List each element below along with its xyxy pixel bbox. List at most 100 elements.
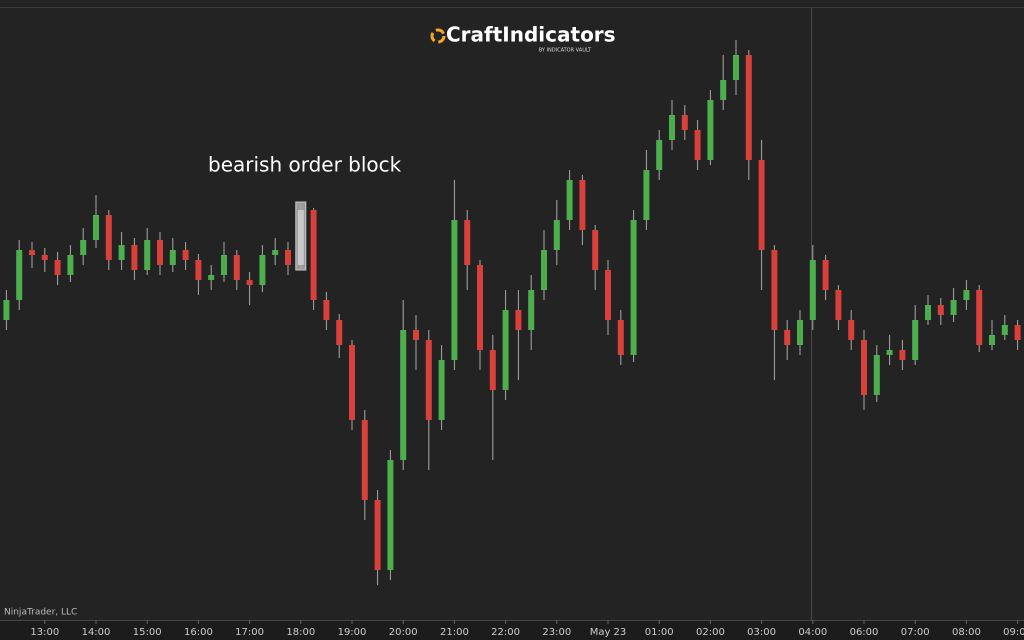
candle-body bbox=[835, 290, 842, 320]
candle-body bbox=[221, 255, 227, 275]
candle-body bbox=[656, 140, 663, 170]
logo-icon bbox=[430, 28, 446, 44]
candle-body bbox=[784, 330, 791, 345]
x-tick-label: 23:00 bbox=[542, 627, 571, 638]
x-tick-label: 18:00 bbox=[286, 627, 315, 638]
candle-body bbox=[374, 500, 381, 570]
candle-body bbox=[617, 320, 624, 355]
candle-body bbox=[182, 250, 189, 260]
x-tick-label: 19:00 bbox=[338, 627, 367, 638]
candle-body bbox=[848, 320, 855, 340]
x-tick-label: 15:00 bbox=[133, 627, 162, 638]
logo: CraftIndicators BY INDICATOR VAULT bbox=[430, 23, 616, 54]
candle-body bbox=[259, 255, 266, 285]
candle-body bbox=[438, 360, 445, 420]
annotation: bearish order block bbox=[208, 153, 402, 177]
x-tick-label: 06:00 bbox=[850, 627, 879, 638]
candle-body bbox=[349, 345, 355, 420]
candle-body bbox=[67, 255, 74, 275]
candle-body bbox=[592, 230, 599, 270]
candle-body bbox=[451, 220, 458, 360]
candle-body bbox=[1001, 325, 1008, 335]
candle-body bbox=[925, 305, 931, 320]
candle-body bbox=[912, 320, 919, 360]
candle-body bbox=[886, 350, 893, 355]
watermark: NinjaTrader, LLC bbox=[4, 608, 77, 618]
x-tick-label: 09:00 bbox=[1003, 627, 1024, 638]
candle-body bbox=[285, 250, 291, 265]
candle-body bbox=[669, 115, 675, 140]
x-tick-label: 07:00 bbox=[901, 627, 930, 638]
candle-body bbox=[771, 250, 778, 330]
candle-body bbox=[822, 260, 829, 290]
candle-body bbox=[400, 330, 407, 460]
candle-body bbox=[118, 245, 125, 260]
candle-body bbox=[272, 250, 279, 255]
candle-body bbox=[93, 215, 99, 240]
x-tick-label: 08:00 bbox=[952, 627, 981, 638]
x-tick-label: 16:00 bbox=[184, 627, 213, 638]
candle-body bbox=[131, 245, 138, 270]
candle-body bbox=[1014, 325, 1021, 340]
candle-body bbox=[169, 250, 176, 265]
x-tick-label: 13:00 bbox=[30, 627, 59, 638]
candle-body bbox=[16, 250, 23, 300]
candle-body bbox=[797, 320, 803, 345]
candle-body bbox=[707, 100, 714, 160]
candle-body bbox=[464, 220, 471, 265]
candle-body bbox=[643, 170, 650, 220]
candle-body bbox=[873, 355, 880, 395]
candle-body bbox=[809, 260, 816, 320]
candle-body bbox=[208, 275, 215, 280]
candle-body bbox=[233, 255, 240, 280]
candle-body bbox=[310, 210, 317, 300]
candle-body bbox=[694, 130, 701, 160]
candle-body bbox=[477, 265, 483, 350]
x-tick-label: 22:00 bbox=[491, 627, 520, 638]
candle-body bbox=[515, 310, 522, 330]
candle-body bbox=[387, 460, 394, 570]
x-tick-label: 20:00 bbox=[389, 627, 418, 638]
candle-body bbox=[566, 180, 573, 220]
candle-body bbox=[989, 335, 995, 345]
candle-body bbox=[528, 290, 535, 330]
candle-body bbox=[681, 115, 688, 130]
candle-body bbox=[733, 55, 739, 80]
candle-body bbox=[963, 290, 970, 300]
candle-body bbox=[105, 215, 112, 260]
logo-tagline: BY INDICATOR VAULT bbox=[539, 48, 592, 54]
candle-body bbox=[553, 220, 560, 250]
candle-body bbox=[541, 250, 547, 290]
candle-body bbox=[297, 210, 304, 265]
x-tick-label: 21:00 bbox=[440, 627, 469, 638]
x-tick-label: 01:00 bbox=[645, 627, 674, 638]
candle-body bbox=[745, 55, 752, 160]
candle-body bbox=[899, 350, 906, 360]
candle-body bbox=[976, 290, 983, 345]
candle-body bbox=[323, 300, 330, 320]
x-tick-label: 03:00 bbox=[747, 627, 776, 638]
candle-body bbox=[157, 240, 163, 265]
x-tick-label: 17:00 bbox=[235, 627, 264, 638]
candle-body bbox=[413, 330, 419, 340]
candle-body bbox=[950, 300, 957, 315]
candle-body bbox=[29, 250, 35, 255]
candle-body bbox=[630, 220, 637, 355]
candle-body bbox=[246, 280, 253, 285]
candle-body bbox=[41, 255, 48, 260]
x-tick-label: 02:00 bbox=[696, 627, 725, 638]
candle-body bbox=[861, 340, 867, 395]
candle-body bbox=[425, 340, 432, 420]
candle-body bbox=[720, 80, 727, 100]
time-axis bbox=[0, 620, 1024, 640]
candle-body bbox=[3, 300, 10, 320]
candle-body bbox=[758, 160, 765, 250]
candle-body bbox=[502, 310, 509, 390]
candle-body bbox=[54, 260, 61, 275]
x-tick-label: 14:00 bbox=[82, 627, 111, 638]
candle-body bbox=[361, 420, 368, 500]
candle-body bbox=[605, 270, 611, 320]
